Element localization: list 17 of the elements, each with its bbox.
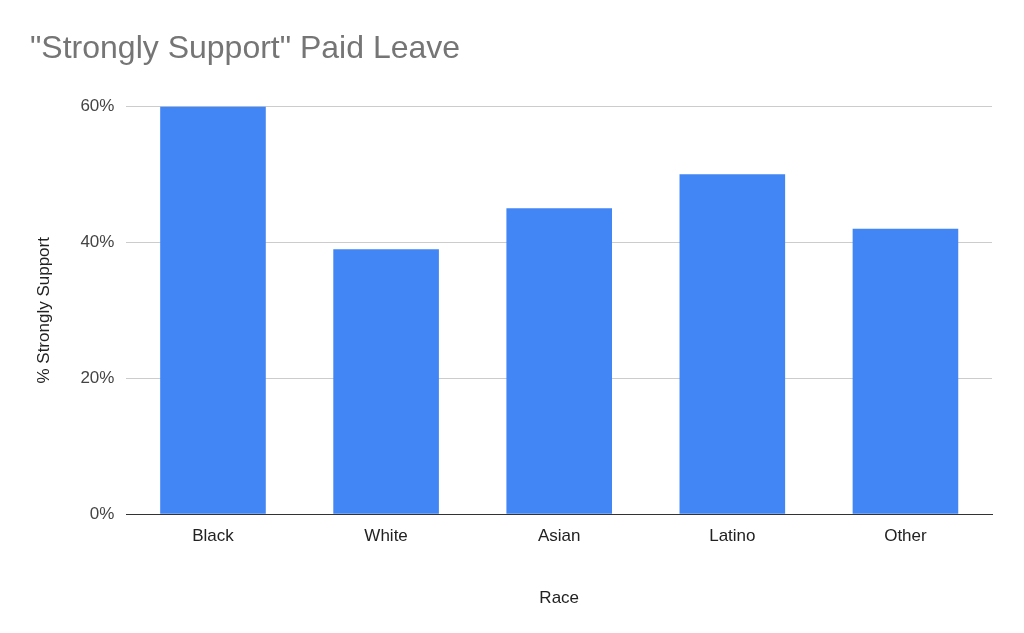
x-tick-label: Asian xyxy=(537,526,581,546)
chart-title: "Strongly Support" Paid Leave xyxy=(30,29,461,66)
bar xyxy=(160,106,266,514)
x-tick-label: Black xyxy=(192,526,235,546)
y-tick-label: 40% xyxy=(80,232,115,252)
x-tick-label: Latino xyxy=(709,526,756,546)
y-tick-label: 20% xyxy=(80,367,115,387)
x-axis-title: Race xyxy=(539,588,580,608)
bar xyxy=(852,228,959,514)
x-tick-label: White xyxy=(364,526,408,546)
bar xyxy=(679,174,786,514)
y-tick-label: 60% xyxy=(80,96,115,116)
bar xyxy=(506,208,613,514)
bar xyxy=(333,249,439,514)
y-axis-title: % Strongly Support xyxy=(33,236,53,384)
x-tick-label: Other xyxy=(884,526,928,546)
y-tick-label: 0% xyxy=(89,503,115,523)
